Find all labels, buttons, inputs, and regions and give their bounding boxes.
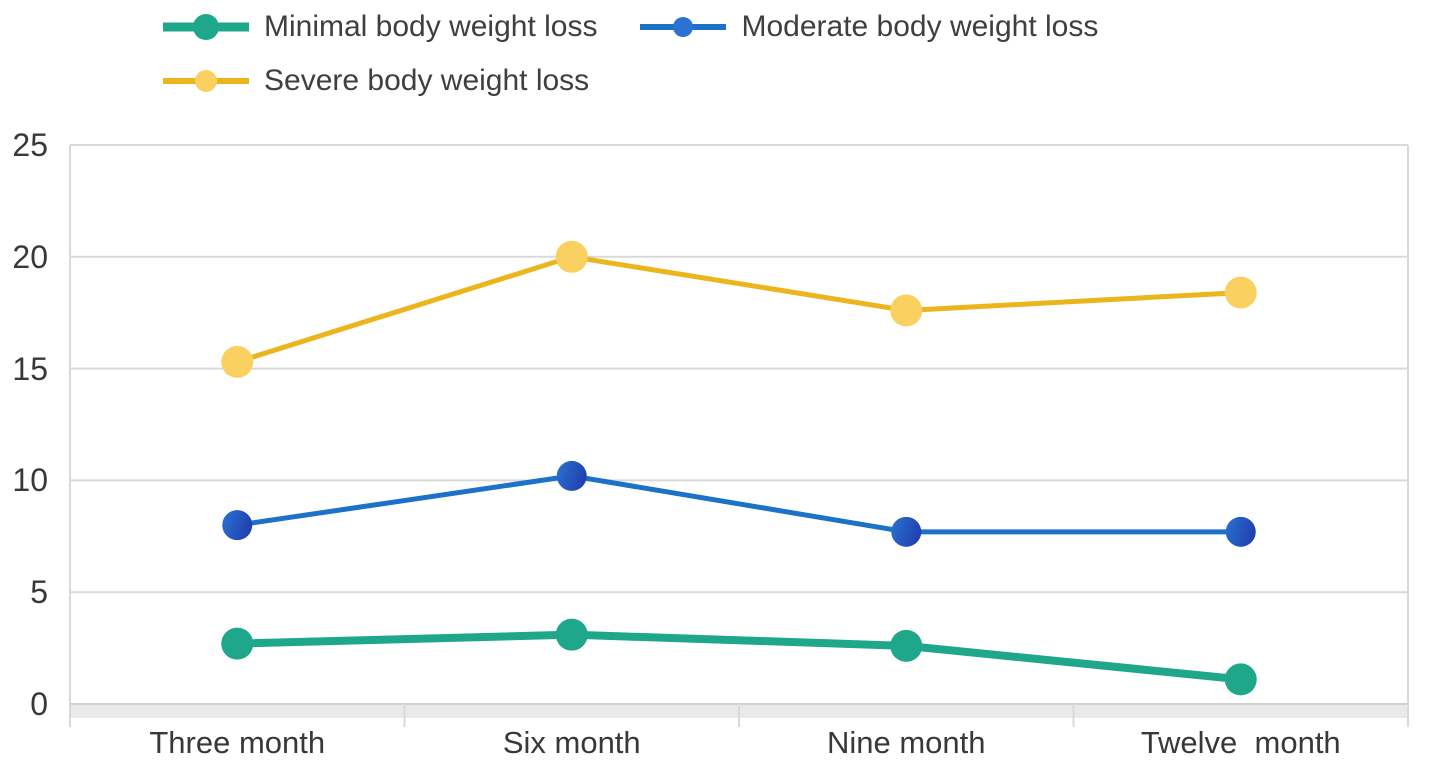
- series-line-2: [236, 254, 1241, 365]
- chart-legend: Minimal body weight loss Moderate body w…: [0, 0, 1429, 108]
- x-category-label-1: Six month: [502, 725, 641, 760]
- legend-item-moderate: Moderate body weight loss: [637, 10, 1098, 44]
- legend-marker-moderate-icon: [640, 17, 727, 37]
- series-1-marker-2: [891, 516, 922, 547]
- y-tick-label-25: 25: [12, 127, 48, 163]
- legend-label-severe: Severe body weight loss: [264, 64, 590, 97]
- series-0-marker-0: [221, 627, 254, 660]
- series-2-marker-2: [890, 294, 923, 327]
- series-0-marker-1: [555, 618, 588, 651]
- series-1-marker-0: [222, 510, 253, 541]
- legend-item-severe: Severe body weight loss: [160, 64, 589, 98]
- series-2-marker-1: [555, 240, 588, 273]
- legend-row-1: Minimal body weight loss Moderate body w…: [0, 0, 1429, 54]
- x-category-label-3: Twelve month: [1140, 725, 1341, 760]
- series-1-marker-1: [556, 460, 587, 491]
- legend-label-moderate: Moderate body weight loss: [741, 10, 1099, 43]
- legend-marker-severe-icon: [163, 70, 249, 92]
- series-0-marker-3: [1224, 663, 1257, 696]
- y-tick-label-5: 5: [30, 574, 48, 611]
- y-tick-label-20: 20: [12, 238, 48, 275]
- legend-marker-minimal-icon: [163, 14, 249, 40]
- legend-label-minimal: Minimal body weight loss: [264, 10, 598, 43]
- series-2-marker-3: [1224, 276, 1257, 309]
- legend-row-2: Severe body weight loss: [0, 54, 1429, 108]
- y-tick-label-10: 10: [12, 462, 48, 499]
- x-category-label-2: Nine month: [826, 725, 986, 760]
- legend-item-minimal: Minimal body weight loss: [160, 10, 597, 44]
- series-2-marker-0: [221, 345, 254, 378]
- y-tick-label-15: 15: [12, 350, 48, 387]
- series-0-marker-2: [890, 629, 923, 662]
- x-category-label-0: Three month: [149, 725, 326, 760]
- series-1-marker-3: [1225, 516, 1256, 547]
- y-tick-label-0: 0: [30, 686, 48, 722]
- series-line-1: [236, 473, 1241, 535]
- series-line-0: [237, 630, 1242, 684]
